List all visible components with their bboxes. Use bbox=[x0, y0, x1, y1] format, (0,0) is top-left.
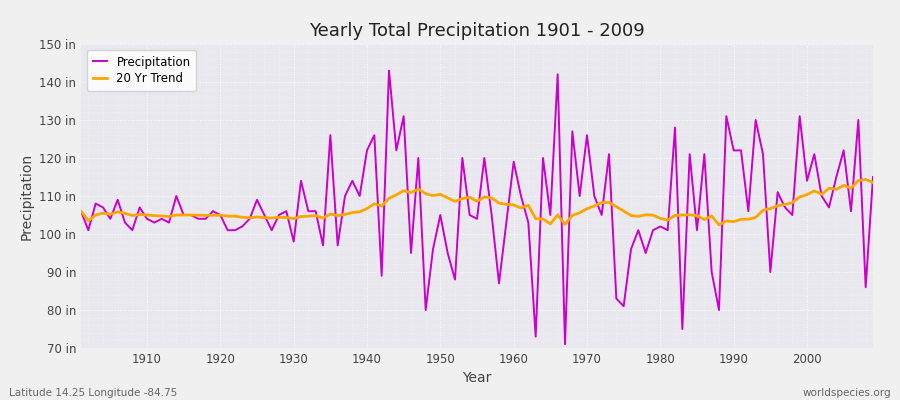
Precipitation bbox=[383, 68, 394, 73]
20 Yr Trend bbox=[860, 177, 871, 182]
20 Yr Trend bbox=[76, 209, 86, 214]
20 Yr Trend bbox=[714, 222, 724, 227]
Precipitation bbox=[295, 178, 306, 183]
Title: Yearly Total Precipitation 1901 - 2009: Yearly Total Precipitation 1901 - 2009 bbox=[309, 22, 645, 40]
Precipitation bbox=[868, 174, 878, 179]
Line: Precipitation: Precipitation bbox=[81, 70, 873, 344]
Precipitation bbox=[560, 342, 571, 346]
Precipitation bbox=[611, 296, 622, 301]
20 Yr Trend bbox=[501, 202, 512, 207]
20 Yr Trend bbox=[134, 212, 145, 217]
Precipitation bbox=[76, 209, 86, 214]
Precipitation bbox=[508, 159, 519, 164]
Legend: Precipitation, 20 Yr Trend: Precipitation, 20 Yr Trend bbox=[87, 50, 196, 91]
Y-axis label: Precipitation: Precipitation bbox=[20, 152, 33, 240]
X-axis label: Year: Year bbox=[463, 372, 491, 386]
Line: 20 Yr Trend: 20 Yr Trend bbox=[81, 180, 873, 225]
20 Yr Trend bbox=[597, 200, 608, 205]
Text: worldspecies.org: worldspecies.org bbox=[803, 388, 891, 398]
Precipitation bbox=[134, 205, 145, 210]
Text: Latitude 14.25 Longitude -84.75: Latitude 14.25 Longitude -84.75 bbox=[9, 388, 177, 398]
20 Yr Trend bbox=[339, 212, 350, 217]
20 Yr Trend bbox=[295, 214, 306, 219]
20 Yr Trend bbox=[508, 202, 519, 207]
20 Yr Trend bbox=[868, 180, 878, 185]
Precipitation bbox=[516, 194, 526, 198]
Precipitation bbox=[339, 194, 350, 198]
